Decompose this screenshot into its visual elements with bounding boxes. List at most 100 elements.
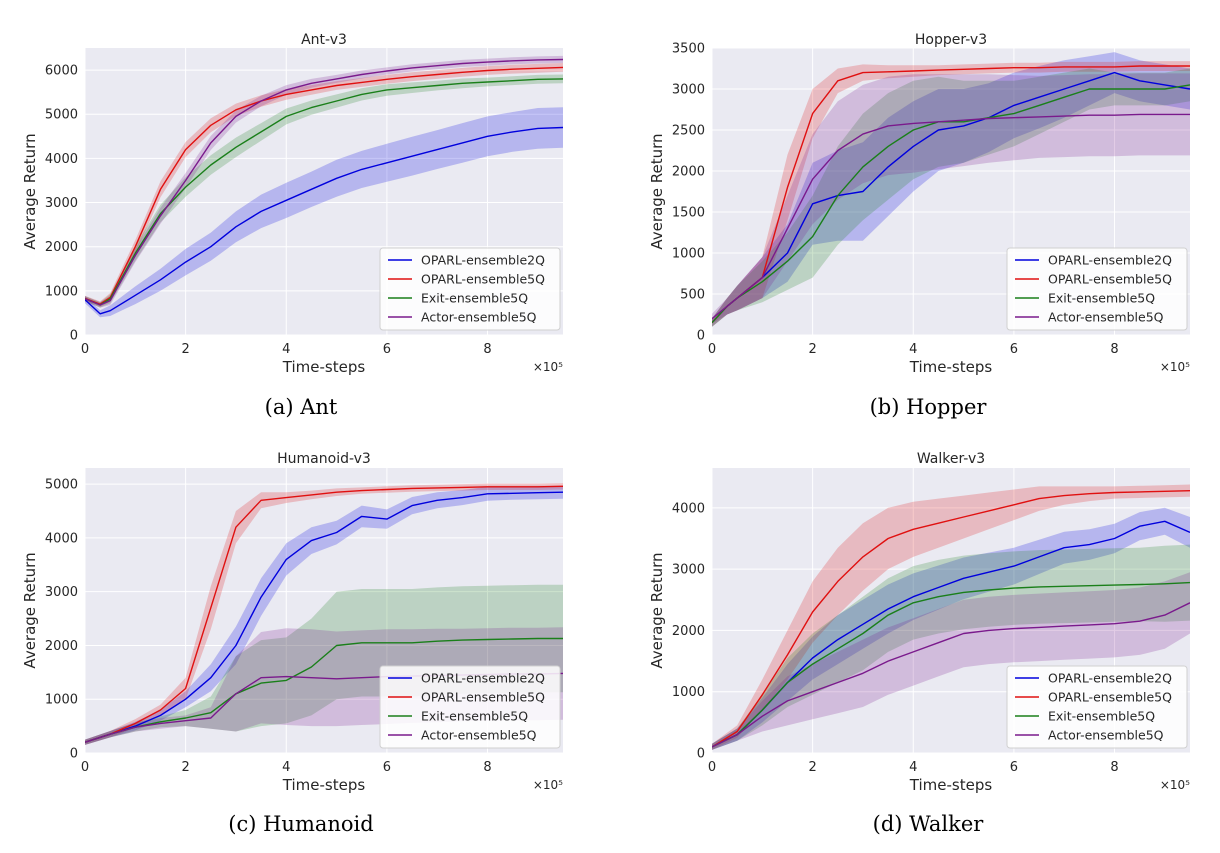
y-tick-label: 1000 (672, 247, 705, 262)
y-tick-label: 3000 (45, 585, 78, 600)
x-axis-label: Time-steps (282, 776, 366, 794)
y-tick-label: 2000 (45, 240, 78, 255)
x-tick-label: 4 (909, 342, 917, 357)
legend-entry: OPARL-ensemble5Q (1048, 690, 1172, 705)
x-tick-label: 6 (383, 760, 391, 775)
series-band-OPARL-ensemble2Q (85, 107, 563, 318)
y-tick-label: 4000 (45, 531, 78, 546)
plot-series (712, 52, 1190, 327)
legend: OPARL-ensemble2Q OPARL-ensemble5Q Exit-ens… (1006, 665, 1188, 749)
x-tick-label: 2 (808, 760, 816, 775)
x-tick-label: 2 (181, 760, 189, 775)
legend-entry: OPARL-ensemble2Q (421, 671, 545, 686)
legend-box (379, 247, 561, 331)
legend-entry: OPARL-ensemble5Q (421, 690, 545, 705)
y-tick-label: 0 (70, 747, 78, 762)
y-axis-label: Average Return (21, 133, 39, 249)
legend-entry: Exit-ensemble5Q (421, 291, 528, 306)
legend-entry: OPARL-ensemble2Q (1048, 671, 1172, 686)
legend-entry: OPARL-ensemble5Q (421, 272, 545, 287)
x-axis-label: Time-steps (282, 358, 366, 376)
legend: OPARL-ensemble2Q OPARL-ensemble5Q Exit-ens… (1006, 247, 1188, 331)
plot-series (85, 55, 563, 318)
chart-panel-2: 0 2 4 6 8 0 500 1000 1500 2000 2500 3000 3500 Hopper-… (648, 32, 1190, 419)
series-band-Exit-ensemble5Q (712, 544, 1190, 750)
legend-box (1006, 247, 1188, 331)
series-line-OPARL-ensemble2Q (712, 71, 1190, 324)
x-axis-label: Time-steps (909, 776, 993, 794)
y-tick-label: 3000 (672, 563, 705, 578)
x-tick-label: 4 (909, 760, 917, 775)
legend-entry: Actor-ensemble5Q (1048, 310, 1164, 325)
y-tick-label: 4000 (672, 501, 705, 516)
x-tick-label: 0 (708, 760, 716, 775)
x-tick-label: 4 (282, 342, 290, 357)
series-band-Exit-ensemble5Q (712, 68, 1190, 327)
y-tick-label: 2000 (45, 639, 78, 654)
series-line-OPARL-ensemble2Q (85, 126, 563, 315)
x-tick-label: 4 (282, 760, 290, 775)
series-line-Actor-ensemble5Q (712, 113, 1190, 320)
x-tick-label: 2 (808, 342, 816, 357)
legend-entry: Actor-ensemble5Q (421, 728, 537, 743)
x-tick-label: 6 (1010, 760, 1018, 775)
y-tick-label: 3500 (672, 42, 705, 57)
panel-caption: (a) Ant (265, 395, 338, 419)
x-tick-label: 2 (181, 342, 189, 357)
series-line-OPARL-ensemble2Q (712, 520, 1190, 748)
y-tick-label: 2000 (672, 165, 705, 180)
chart-title: Walker-v3 (917, 451, 985, 467)
chart-panel-1: 0 2 4 6 8 0 1000 2000 3000 4000 5000 6000 Ant-v3 Time… (21, 32, 563, 419)
y-tick-label: 500 (680, 288, 705, 303)
y-tick-label: 2500 (672, 124, 705, 139)
plot-series (712, 484, 1190, 750)
legend: OPARL-ensemble2Q OPARL-ensemble5Q Exit-ens… (379, 247, 561, 331)
x-axis-label: Time-steps (909, 358, 993, 376)
series-line-Exit-ensemble5Q (712, 581, 1190, 748)
y-tick-label: 2000 (672, 624, 705, 639)
x-tick-label: 8 (1110, 760, 1118, 775)
series-line-OPARL-ensemble5Q (712, 490, 1190, 748)
series-band-OPARL-ensemble5Q (712, 484, 1190, 750)
x-tick-label: 0 (81, 760, 89, 775)
chart-panel-4: 0 2 4 6 8 0 1000 2000 3000 4000 Walker-v3 Time-step… (648, 451, 1190, 836)
chart-title: Ant-v3 (301, 32, 347, 48)
panel-caption: (b) Hopper (870, 395, 988, 419)
series-line-Actor-ensemble5Q (85, 58, 563, 306)
series-band-Actor-ensemble5Q (85, 55, 563, 308)
panel-caption: (c) Humanoid (228, 812, 373, 836)
y-tick-label: 3000 (672, 83, 705, 98)
x-tick-label: 6 (383, 342, 391, 357)
legend: OPARL-ensemble2Q OPARL-ensemble5Q Exit-ens… (379, 665, 561, 749)
series-band-Exit-ensemble5Q (85, 584, 563, 745)
legend-entry: Actor-ensemble5Q (421, 310, 537, 325)
y-tick-label: 1000 (45, 693, 78, 708)
y-axis-label: Average Return (21, 552, 39, 668)
x-scale-label: ×10⁵ (533, 360, 563, 374)
legend-entry: OPARL-ensemble5Q (1048, 272, 1172, 287)
legend-entry: Exit-ensemble5Q (1048, 291, 1155, 306)
y-axis-label: Average Return (648, 552, 666, 668)
panel-caption: (d) Walker (873, 812, 985, 836)
y-tick-label: 1000 (45, 284, 78, 299)
series-line-OPARL-ensemble5Q (712, 65, 1190, 324)
x-tick-label: 8 (483, 760, 491, 775)
series-line-OPARL-ensemble2Q (85, 491, 563, 743)
legend-box (379, 665, 561, 749)
chart-title: Humanoid-v3 (277, 451, 371, 467)
legend-entry: OPARL-ensemble2Q (421, 253, 545, 268)
y-tick-label: 6000 (45, 64, 78, 79)
legend-entry: Exit-ensemble5Q (421, 709, 528, 724)
x-tick-label: 0 (81, 342, 89, 357)
series-band-OPARL-ensemble2Q (85, 485, 563, 745)
series-line-OPARL-ensemble5Q (85, 485, 563, 743)
x-scale-label: ×10⁵ (533, 778, 563, 792)
y-tick-label: 0 (70, 329, 78, 344)
chart-panel-3: 0 2 4 6 8 0 1000 2000 3000 4000 5000 Humanoid-v3 Tim… (21, 451, 563, 836)
y-axis-label: Average Return (648, 133, 666, 249)
y-tick-label: 0 (697, 747, 705, 762)
y-tick-label: 0 (697, 329, 705, 344)
series-band-OPARL-ensemble2Q (712, 507, 1190, 750)
series-line-OPARL-ensemble5Q (85, 66, 563, 305)
